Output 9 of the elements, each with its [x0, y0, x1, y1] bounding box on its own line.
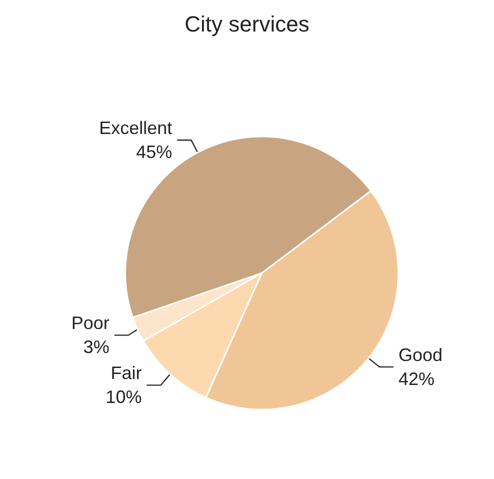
- chart-title: City services: [184, 12, 310, 36]
- data-label: 42%: [398, 368, 434, 389]
- slice-label: Good: [398, 344, 442, 365]
- slice-label: Poor: [71, 313, 110, 334]
- slice-label: Fair: [110, 363, 142, 384]
- data-label: 45%: [136, 142, 172, 162]
- data-label: 10%: [106, 387, 142, 408]
- data-label: 3%: [83, 337, 110, 358]
- slice-label: Excellent: [99, 118, 172, 138]
